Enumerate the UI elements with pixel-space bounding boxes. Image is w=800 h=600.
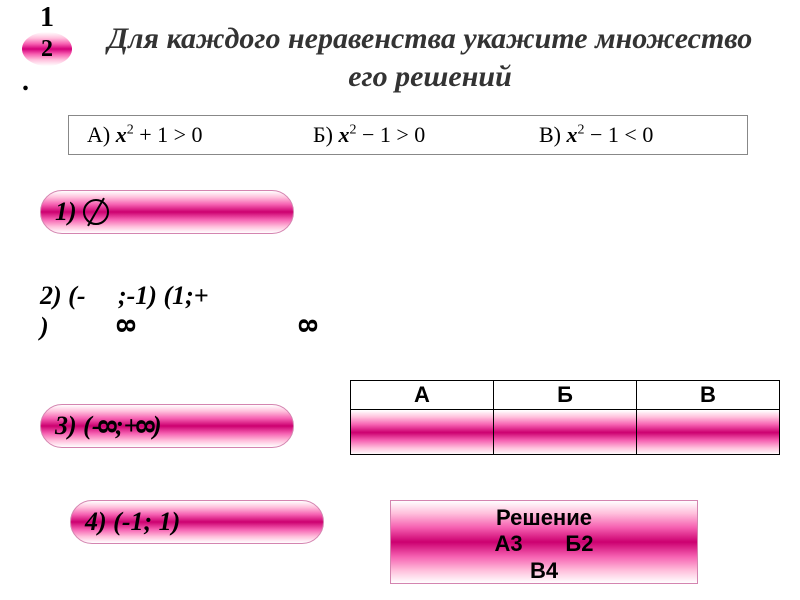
option-2-pre: 2) (- bbox=[40, 281, 85, 310]
inequality-b: Б) x2 − 1 > 0 bbox=[295, 122, 521, 148]
answer-table: А Б В bbox=[350, 380, 780, 455]
inequalities-box: А) x2 + 1 > 0 Б) x2 − 1 > 0 В) x2 − 1 < … bbox=[68, 115, 748, 155]
table-value-row bbox=[351, 410, 780, 455]
solution-title: Решение bbox=[391, 505, 697, 531]
infinity-icon: 8 bbox=[292, 318, 323, 332]
option-4-label: 4) (-1; 1) bbox=[85, 507, 180, 537]
solution-line1: А3 Б2 bbox=[391, 531, 697, 557]
table-header-a: А bbox=[351, 381, 494, 410]
option-2-text: 2) (- ;-1) (1;+ ) 8 8 bbox=[40, 280, 360, 342]
option-4-pill: 4) (-1; 1) bbox=[70, 500, 324, 544]
solution-b: Б2 bbox=[565, 531, 593, 556]
problem-number-top: 1 bbox=[40, 2, 54, 34]
option-2-tail: ) bbox=[40, 312, 49, 341]
expr-c-rest: − 1 < 0 bbox=[585, 122, 654, 147]
expr-a-rest: + 1 > 0 bbox=[134, 122, 203, 147]
label-b: Б) bbox=[313, 122, 333, 147]
table-header-v: В bbox=[637, 381, 780, 410]
infinity-icon: 8 bbox=[130, 419, 161, 433]
table-cell-b[interactable] bbox=[494, 410, 637, 455]
problem-badge: 2 bbox=[22, 32, 72, 66]
option-1-pill: 1) bbox=[40, 190, 294, 234]
empty-set-icon bbox=[83, 199, 109, 225]
option-3-pill: 3) (-8;+8) bbox=[40, 404, 294, 448]
expr-b-x: x bbox=[338, 122, 349, 147]
solution-line2: В4 bbox=[391, 558, 697, 584]
infinity-icon: 8 bbox=[92, 419, 123, 433]
option-1-label: 1) bbox=[55, 197, 77, 227]
problem-dot: . bbox=[22, 66, 29, 98]
inequality-c: В) x2 − 1 < 0 bbox=[521, 122, 747, 148]
table-header-row: А Б В bbox=[351, 381, 780, 410]
infinity-icon: 8 bbox=[110, 318, 141, 332]
solution-a: А3 bbox=[495, 531, 523, 556]
expr-c-x: x bbox=[567, 122, 578, 147]
label-a: А) bbox=[87, 122, 110, 147]
label-c: В) bbox=[539, 122, 561, 147]
table-header-b: Б bbox=[494, 381, 637, 410]
expr-c-sup: 2 bbox=[578, 123, 585, 138]
solution-box: Решение А3 Б2 В4 bbox=[390, 500, 698, 584]
expr-a-x: x bbox=[116, 122, 127, 147]
page-title: Для каждого неравенства укажите множеств… bbox=[100, 20, 760, 95]
inequality-a: А) x2 + 1 > 0 bbox=[69, 122, 295, 148]
expr-b-rest: − 1 > 0 bbox=[356, 122, 425, 147]
table-cell-a[interactable] bbox=[351, 410, 494, 455]
option-2-mid: ;-1) (1;+ bbox=[118, 281, 209, 310]
expr-a-sup: 2 bbox=[127, 123, 134, 138]
table-cell-v[interactable] bbox=[637, 410, 780, 455]
